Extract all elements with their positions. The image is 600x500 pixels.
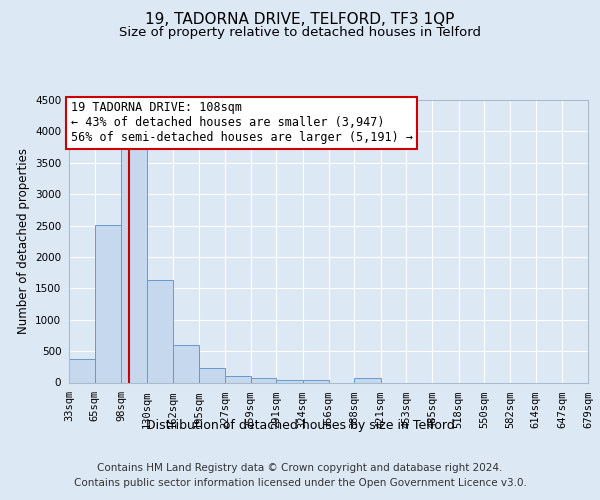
Bar xyxy=(354,378,381,382)
Bar xyxy=(95,225,121,382)
Bar xyxy=(251,378,276,382)
Bar xyxy=(199,368,225,382)
Bar xyxy=(303,380,329,382)
Text: Contains HM Land Registry data © Crown copyright and database right 2024.
Contai: Contains HM Land Registry data © Crown c… xyxy=(74,462,526,487)
Bar xyxy=(225,376,251,382)
Bar xyxy=(69,360,95,382)
Bar xyxy=(276,380,303,382)
Text: 19, TADORNA DRIVE, TELFORD, TF3 1QP: 19, TADORNA DRIVE, TELFORD, TF3 1QP xyxy=(145,12,455,26)
Bar xyxy=(173,346,199,383)
Text: 19 TADORNA DRIVE: 108sqm
← 43% of detached houses are smaller (3,947)
56% of sem: 19 TADORNA DRIVE: 108sqm ← 43% of detach… xyxy=(71,102,413,144)
Text: Size of property relative to detached houses in Telford: Size of property relative to detached ho… xyxy=(119,26,481,39)
Bar xyxy=(121,148,147,382)
Y-axis label: Number of detached properties: Number of detached properties xyxy=(17,148,29,334)
Bar xyxy=(147,280,173,382)
Text: Distribution of detached houses by size in Telford: Distribution of detached houses by size … xyxy=(146,420,454,432)
